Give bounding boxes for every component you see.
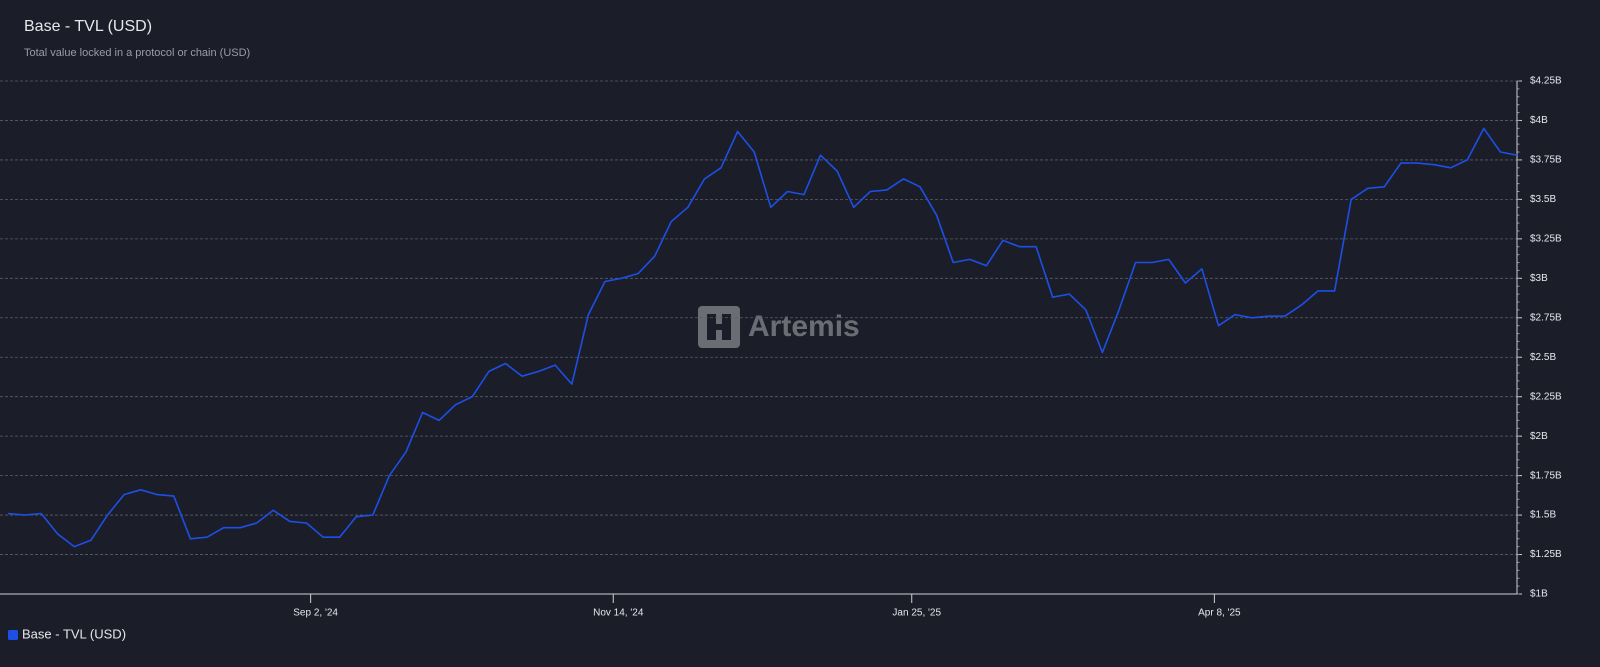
y-tick-label: $3.5B xyxy=(1530,194,1556,205)
x-tick-label: Jan 25, '25 xyxy=(892,608,941,619)
y-tick-label: $3B xyxy=(1530,273,1548,284)
y-tick-label: $3.75B xyxy=(1530,155,1562,166)
x-tick-label: Apr 8, '25 xyxy=(1198,608,1241,619)
y-tick-label: $3.25B xyxy=(1530,233,1562,244)
watermark: Artemis xyxy=(698,306,860,348)
x-tick-label: Sep 2, '24 xyxy=(293,608,338,619)
legend-label: Base - TVL (USD) xyxy=(22,626,126,641)
series-line xyxy=(7,127,1518,548)
legend-swatch xyxy=(8,630,18,640)
x-tick-label: Nov 14, '24 xyxy=(593,608,644,619)
y-tick-label: $1.25B xyxy=(1530,549,1562,560)
y-tick-label: $2.5B xyxy=(1530,352,1556,363)
watermark-logo-glyph xyxy=(707,314,731,340)
y-tick-label: $2.75B xyxy=(1530,312,1562,323)
watermark-text: Artemis xyxy=(748,310,860,343)
y-tick-label: $4B xyxy=(1530,115,1548,126)
y-tick-label: $1.5B xyxy=(1530,510,1556,521)
y-tick-label: $4.25B xyxy=(1530,76,1562,87)
y-tick-label: $1.75B xyxy=(1530,470,1562,481)
watermark-logo xyxy=(698,306,740,348)
chart-title: Base - TVL (USD) xyxy=(24,18,152,35)
y-tick-label: $2B xyxy=(1530,431,1548,442)
chart-subtitle: Total value locked in a protocol or chai… xyxy=(24,47,250,59)
y-tick-label: $2.25B xyxy=(1530,391,1562,402)
y-tick-label: $1B xyxy=(1530,589,1548,600)
